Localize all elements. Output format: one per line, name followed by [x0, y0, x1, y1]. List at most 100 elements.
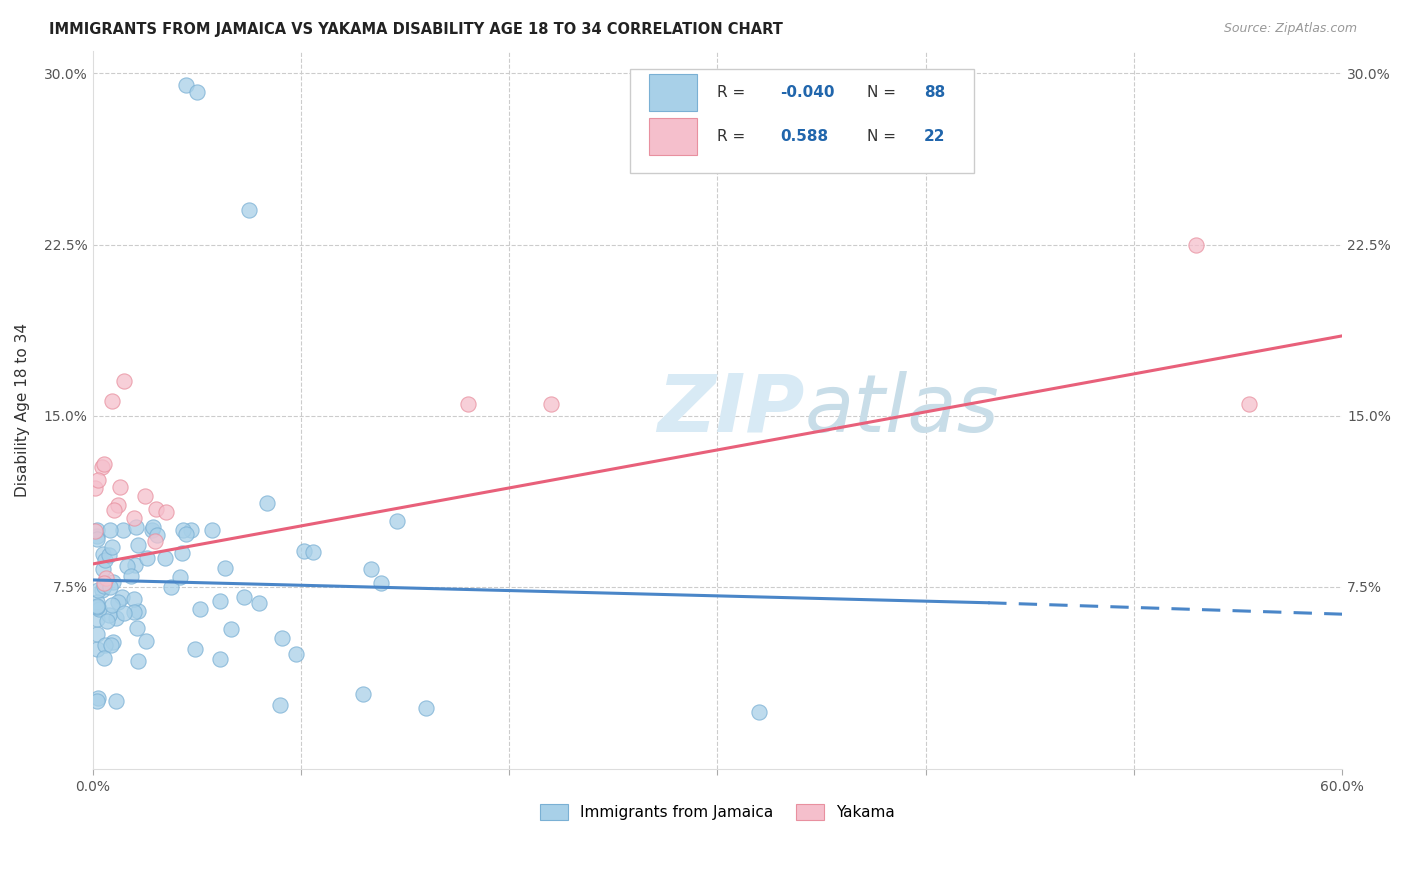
Point: [87, 583, 110, 598]
Point: [107, 499, 129, 513]
Point: [93, 650, 115, 665]
Point: [96, 615, 118, 629]
Point: [127, 538, 149, 552]
Point: [122, 591, 145, 606]
Point: [94, 638, 117, 652]
Point: [209, 594, 232, 608]
Point: [101, 540, 124, 554]
Point: [145, 502, 167, 516]
Text: R =: R =: [717, 85, 751, 100]
Point: [93, 457, 115, 471]
Text: 88: 88: [924, 85, 945, 100]
Point: [160, 580, 183, 594]
Point: [415, 700, 437, 714]
Point: [1185, 237, 1208, 252]
Point: [125, 520, 148, 534]
Point: [238, 203, 260, 218]
FancyBboxPatch shape: [648, 74, 697, 111]
Point: [136, 551, 159, 566]
Point: [172, 523, 194, 537]
Point: [94, 553, 117, 567]
Point: [87, 601, 110, 615]
Point: [86, 599, 108, 613]
Point: [302, 544, 325, 558]
Text: Source: ZipAtlas.com: Source: ZipAtlas.com: [1223, 22, 1357, 36]
Point: [93, 579, 115, 593]
Point: [169, 570, 191, 584]
Point: [83, 482, 105, 496]
Point: [100, 394, 122, 409]
Point: [748, 706, 770, 720]
Point: [292, 544, 315, 558]
Point: [127, 621, 149, 635]
Text: atlas: atlas: [804, 371, 1000, 449]
Point: [186, 85, 208, 99]
Point: [104, 694, 127, 708]
Point: [86, 523, 108, 537]
Point: [219, 622, 242, 636]
Point: [270, 632, 292, 646]
Point: [108, 480, 131, 494]
Point: [176, 527, 198, 541]
Point: [91, 562, 114, 576]
Point: [86, 694, 108, 708]
Point: [120, 569, 142, 583]
Point: [1237, 397, 1260, 411]
Point: [87, 691, 110, 706]
Point: [112, 375, 135, 389]
Point: [100, 638, 122, 652]
Point: [98, 523, 121, 537]
Point: [86, 532, 108, 546]
Point: [352, 687, 374, 701]
Point: [98, 580, 121, 594]
Point: [214, 560, 236, 574]
Point: [105, 611, 128, 625]
Point: [122, 605, 145, 619]
Text: -0.040: -0.040: [780, 85, 834, 100]
Point: [208, 652, 231, 666]
Point: [269, 698, 291, 713]
Point: [112, 523, 135, 537]
Point: [86, 595, 108, 609]
Point: [135, 634, 157, 648]
Point: [117, 558, 139, 573]
Point: [103, 575, 125, 590]
Point: [86, 528, 108, 542]
Text: ZIP: ZIP: [658, 371, 804, 449]
Text: 22: 22: [924, 128, 945, 144]
FancyBboxPatch shape: [630, 69, 973, 173]
Point: [146, 527, 169, 541]
Point: [124, 511, 146, 525]
Point: [201, 523, 224, 537]
Point: [86, 626, 108, 640]
Point: [86, 600, 108, 615]
Text: R =: R =: [717, 128, 751, 144]
Point: [370, 575, 392, 590]
Point: [233, 590, 256, 604]
Point: [172, 546, 194, 560]
Point: [127, 603, 149, 617]
Point: [256, 495, 278, 509]
Point: [93, 575, 115, 590]
Text: IMMIGRANTS FROM JAMAICA VS YAKAMA DISABILITY AGE 18 TO 34 CORRELATION CHART: IMMIGRANTS FROM JAMAICA VS YAKAMA DISABI…: [49, 22, 783, 37]
Point: [184, 641, 207, 656]
Point: [285, 647, 308, 661]
Point: [127, 654, 149, 668]
Point: [176, 78, 198, 92]
FancyBboxPatch shape: [648, 118, 697, 155]
Point: [124, 558, 146, 572]
Point: [141, 523, 163, 537]
Point: [91, 547, 114, 561]
Point: [134, 489, 156, 503]
Point: [87, 473, 110, 487]
Legend: Immigrants from Jamaica, Yakama: Immigrants from Jamaica, Yakama: [534, 798, 901, 826]
Point: [91, 459, 114, 474]
Point: [94, 571, 117, 585]
Point: [247, 596, 270, 610]
Text: 0.588: 0.588: [780, 128, 828, 144]
Text: N =: N =: [868, 85, 901, 100]
Point: [385, 514, 408, 528]
Point: [97, 549, 120, 563]
Point: [91, 582, 114, 597]
Point: [83, 524, 105, 539]
